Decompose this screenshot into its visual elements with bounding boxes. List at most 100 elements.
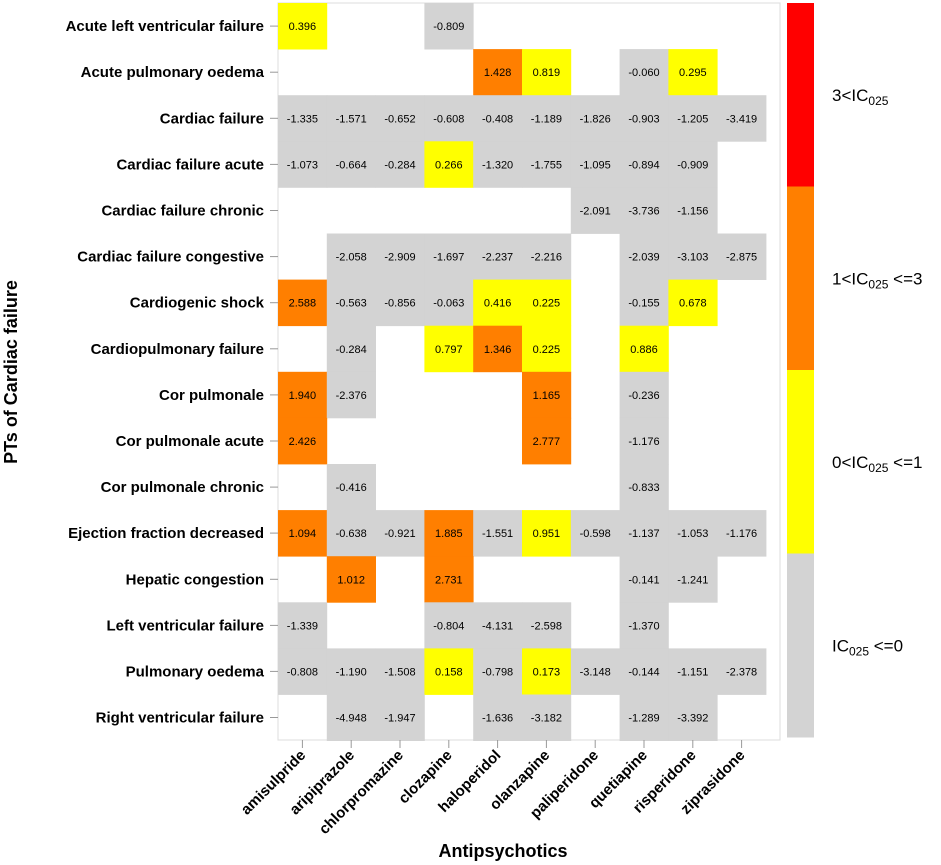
row-label: Cardiac failure chronic	[101, 203, 264, 220]
cell-value-label: -1.339	[287, 620, 318, 632]
heatmap-cell	[473, 648, 523, 695]
cell-value-label: 0.819	[533, 67, 561, 79]
row-label: Left ventricular failure	[106, 617, 264, 634]
heatmap-cell	[326, 694, 376, 741]
heatmap-cell	[668, 510, 718, 557]
row-label: Hepatic congestion	[126, 571, 264, 588]
cell-value-label: 0.173	[533, 666, 561, 678]
cell-value-label: 1.012	[337, 574, 365, 586]
cell-value-label: 0.225	[533, 298, 561, 310]
cell-value-label: -4.131	[482, 620, 513, 632]
cell-value-label: 1.165	[533, 390, 561, 402]
heatmap-cell	[619, 694, 669, 741]
heatmap-cell	[668, 556, 718, 603]
heatmap-cell	[619, 510, 669, 557]
heatmap-cell	[522, 279, 572, 327]
heatmap-cell	[375, 95, 425, 142]
heatmap-cell	[278, 279, 328, 327]
heatmap-cell	[619, 95, 669, 142]
heatmap-cell	[375, 279, 425, 327]
heatmap-cell	[375, 233, 425, 280]
x-axis-title: Antipsychotics	[438, 841, 567, 861]
cell-value-label: 1.940	[289, 390, 317, 402]
cell-value-label: -1.370	[628, 620, 659, 632]
cell-value-label: -1.189	[531, 113, 562, 125]
y-axis-title: PTs of Cardiac failure	[1, 280, 21, 464]
heatmap-cell	[619, 371, 669, 419]
cell-value-label: -0.664	[336, 159, 367, 171]
heatmap-cell	[424, 325, 474, 373]
heatmap-cell	[424, 602, 474, 649]
heatmap-cell	[570, 95, 620, 142]
heatmap-cell	[668, 279, 718, 327]
cell-value-label: -0.652	[384, 113, 415, 125]
heatmap-cell	[668, 95, 718, 142]
cell-value-label: 2.777	[533, 436, 561, 448]
cell-value-label: -1.289	[628, 713, 659, 725]
row-label: Cor pulmonale chronic	[101, 479, 264, 496]
cell-value-label: -1.241	[677, 574, 708, 586]
heatmap-cell	[619, 141, 669, 188]
row-label: Pulmonary oedema	[126, 663, 265, 680]
cell-value-label: -0.598	[580, 528, 611, 540]
cell-value-label: -0.063	[433, 298, 464, 310]
heatmap-cell	[522, 233, 572, 280]
cell-value-label: -0.416	[336, 482, 367, 494]
heatmap-cell	[278, 3, 328, 50]
heatmap-cell-labels: 0.396 -0.809 1.428 0.819 -0.060 0.295 -1.335 -1…	[287, 21, 757, 724]
heatmap-cell	[326, 371, 376, 419]
cell-value-label: -2.376	[336, 390, 367, 402]
cell-value-label: 0.951	[533, 528, 561, 540]
axis-ticks	[270, 25, 743, 748]
heatmap-cell	[522, 648, 572, 695]
row-label: Cardiogenic shock	[130, 295, 265, 312]
heatmap-cell	[375, 141, 425, 188]
heatmap-cell	[668, 694, 718, 741]
heatmap-cell	[522, 371, 572, 419]
heatmap-cell	[522, 325, 572, 373]
cell-value-label: 0.158	[435, 666, 463, 678]
cell-value-label: -3.182	[531, 713, 562, 725]
cell-value-label: 0.886	[630, 344, 658, 356]
heatmap-cell	[619, 464, 669, 511]
cell-value-label: -1.947	[384, 713, 415, 725]
heatmap-cell	[473, 279, 523, 327]
heatmap-cell	[619, 417, 669, 465]
heatmap-cell	[473, 510, 523, 557]
heatmap-cell	[278, 602, 328, 649]
heatmap-cell	[717, 648, 767, 695]
heatmap-cell	[375, 648, 425, 695]
cell-value-label: -0.894	[628, 159, 659, 171]
cell-value-label: 0.225	[533, 344, 561, 356]
heatmap-cell	[278, 510, 328, 557]
heatmap-cell	[375, 510, 425, 557]
cell-value-label: -1.095	[580, 159, 611, 171]
cell-value-label: -0.141	[628, 574, 659, 586]
heatmap-cells	[278, 3, 767, 741]
heatmap-cell	[326, 233, 376, 280]
row-label: Cardiac failure congestive	[77, 249, 264, 266]
cell-value-label: 1.885	[435, 528, 463, 540]
cell-value-label: -3.419	[726, 113, 757, 125]
heatmap-cell	[278, 371, 328, 419]
cell-value-label: -1.697	[433, 252, 464, 264]
heatmap-cell	[424, 233, 474, 280]
heatmap-cell	[619, 648, 669, 695]
heatmap-cell	[326, 464, 376, 511]
cell-value-label: -0.804	[433, 620, 464, 632]
cell-value-label: -2.091	[580, 206, 611, 218]
heatmap-cell	[522, 510, 572, 557]
heatmap-cell	[473, 49, 523, 96]
legend-label: IC025 <=0	[832, 636, 903, 658]
cell-value-label: -2.058	[336, 252, 367, 264]
cell-value-label: 2.588	[289, 298, 317, 310]
heatmap-cell	[278, 95, 328, 142]
cell-value-label: -2.039	[628, 252, 659, 264]
cell-value-label: -0.284	[384, 159, 415, 171]
cell-value-label: -1.190	[336, 666, 367, 678]
heatmap-cell	[570, 648, 620, 695]
cell-value-label: -0.144	[628, 666, 659, 678]
cell-value-label: -1.137	[628, 528, 659, 540]
heatmap-cell	[326, 648, 376, 695]
